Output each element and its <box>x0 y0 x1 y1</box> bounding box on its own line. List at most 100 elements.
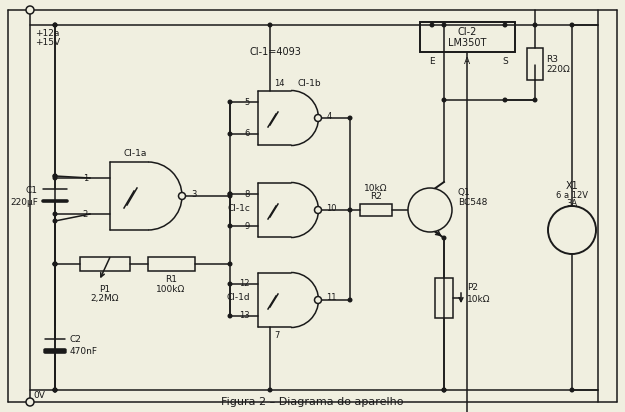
Circle shape <box>228 192 232 197</box>
Circle shape <box>52 218 57 223</box>
Text: R1: R1 <box>165 276 177 285</box>
Text: 6: 6 <box>244 129 250 138</box>
Circle shape <box>441 98 446 103</box>
Circle shape <box>348 297 352 302</box>
Bar <box>527 48 543 80</box>
Circle shape <box>569 23 574 28</box>
Text: 2,2MΩ: 2,2MΩ <box>91 293 119 302</box>
Text: 10kΩ: 10kΩ <box>467 295 491 304</box>
Circle shape <box>179 192 186 199</box>
Circle shape <box>52 388 57 393</box>
Text: X1: X1 <box>566 181 578 191</box>
Bar <box>360 204 392 216</box>
Circle shape <box>268 23 272 28</box>
Circle shape <box>314 297 321 304</box>
Circle shape <box>408 188 452 232</box>
Circle shape <box>228 100 232 105</box>
Circle shape <box>26 398 34 406</box>
Circle shape <box>228 223 232 229</box>
Circle shape <box>52 173 57 178</box>
Circle shape <box>314 206 321 213</box>
Text: 10: 10 <box>326 204 337 213</box>
Text: 4: 4 <box>326 112 332 120</box>
Text: CI-1b: CI-1b <box>298 79 322 87</box>
Text: 220Ω: 220Ω <box>546 65 570 73</box>
Text: CI-2: CI-2 <box>458 27 477 37</box>
Circle shape <box>548 206 596 254</box>
Text: 12: 12 <box>239 279 250 288</box>
Text: 2: 2 <box>82 209 88 218</box>
Circle shape <box>52 173 57 178</box>
Circle shape <box>26 6 34 14</box>
Text: Q1: Q1 <box>458 187 471 197</box>
Circle shape <box>569 388 574 393</box>
Text: +12a: +12a <box>35 28 59 37</box>
Circle shape <box>532 23 538 28</box>
Circle shape <box>348 115 352 120</box>
Circle shape <box>228 192 232 197</box>
Circle shape <box>228 281 232 286</box>
Text: CI-1a: CI-1a <box>123 150 147 159</box>
Text: S: S <box>502 56 508 66</box>
Circle shape <box>228 194 232 199</box>
Text: CI-1d: CI-1d <box>226 293 250 302</box>
Circle shape <box>441 236 446 241</box>
Text: 0V: 0V <box>33 391 45 400</box>
Circle shape <box>52 262 57 267</box>
Circle shape <box>228 314 232 318</box>
Text: E: E <box>429 56 435 66</box>
Text: +15V: +15V <box>35 37 60 47</box>
Text: 9: 9 <box>245 222 250 230</box>
Text: LM350T: LM350T <box>448 38 486 48</box>
Bar <box>80 257 130 271</box>
Text: 6 a 12V: 6 a 12V <box>556 190 588 199</box>
Text: BC548: BC548 <box>458 197 488 206</box>
Circle shape <box>429 23 434 28</box>
Text: 220μF: 220μF <box>10 197 38 206</box>
Bar <box>148 257 195 271</box>
Text: C2: C2 <box>70 335 82 344</box>
Circle shape <box>52 23 57 28</box>
Circle shape <box>228 262 232 267</box>
Circle shape <box>441 388 446 393</box>
Text: 8: 8 <box>244 190 250 199</box>
Text: 14: 14 <box>274 79 284 87</box>
Text: 470nF: 470nF <box>70 347 98 356</box>
Circle shape <box>228 131 232 136</box>
Text: R2: R2 <box>370 192 382 201</box>
Text: 11: 11 <box>326 293 337 302</box>
Circle shape <box>314 115 321 122</box>
Text: 3A: 3A <box>566 199 578 208</box>
Text: Figura 2 – Diagrama do aparelho: Figura 2 – Diagrama do aparelho <box>221 397 403 407</box>
Circle shape <box>52 262 57 267</box>
Text: P1: P1 <box>99 285 111 293</box>
Circle shape <box>268 388 272 393</box>
Circle shape <box>348 208 352 213</box>
Circle shape <box>503 23 508 28</box>
Text: 10kΩ: 10kΩ <box>364 183 388 192</box>
Bar <box>435 278 453 318</box>
Circle shape <box>52 388 57 393</box>
Text: A: A <box>464 56 470 66</box>
Text: R3: R3 <box>546 54 558 63</box>
Circle shape <box>503 98 508 103</box>
Text: CI-1c: CI-1c <box>227 204 250 213</box>
Text: 7: 7 <box>274 330 279 339</box>
Text: C1: C1 <box>26 185 38 194</box>
Text: 5: 5 <box>245 98 250 106</box>
Text: 1: 1 <box>82 173 88 183</box>
Text: P2: P2 <box>467 283 478 293</box>
Circle shape <box>52 23 57 28</box>
Circle shape <box>52 211 57 216</box>
Circle shape <box>52 176 57 180</box>
Circle shape <box>52 388 57 393</box>
Bar <box>420 22 515 52</box>
Circle shape <box>532 98 538 103</box>
Text: 3: 3 <box>191 190 196 199</box>
Circle shape <box>441 388 446 393</box>
Text: CI-1=4093: CI-1=4093 <box>249 47 301 57</box>
Circle shape <box>52 262 57 267</box>
Text: 13: 13 <box>239 311 250 321</box>
Text: 100kΩ: 100kΩ <box>156 285 186 293</box>
Circle shape <box>441 23 446 28</box>
